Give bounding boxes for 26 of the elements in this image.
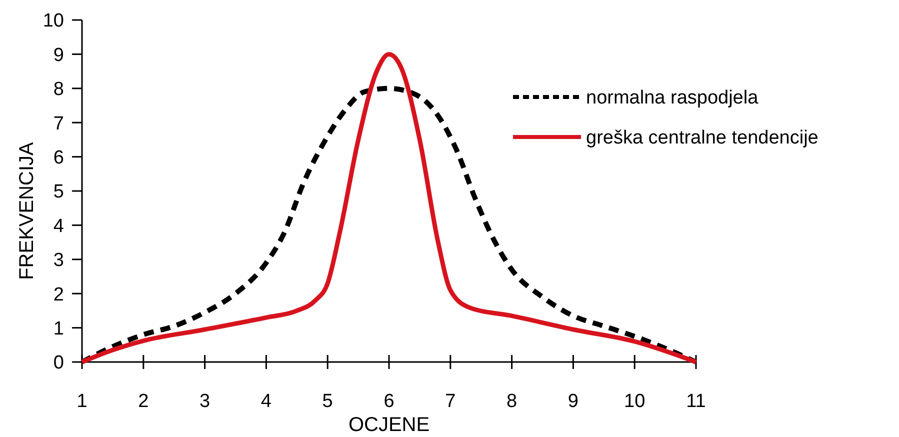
y-tick-label: 3 — [53, 250, 64, 272]
y-axis-title: FREKVENCIJA — [16, 141, 38, 280]
y-tick-label: 2 — [53, 284, 64, 306]
y-tick-label: 1 — [53, 318, 64, 340]
legend-label: normalna raspodjela — [586, 88, 759, 109]
y-tick-label: 8 — [53, 79, 64, 100]
y-tick-label: 0 — [53, 352, 64, 374]
x-tick-label: 2 — [138, 391, 149, 412]
y-tick-label: 5 — [53, 182, 64, 203]
x-tick-label: 8 — [506, 391, 518, 412]
y-tick-label: 6 — [53, 147, 64, 168]
x-tick-label: 3 — [200, 391, 210, 412]
x-tick-label: 5 — [322, 391, 333, 412]
x-tick-label: 11 — [686, 391, 706, 412]
x-tick-label: 7 — [445, 391, 456, 412]
y-tick-label: 9 — [53, 44, 64, 66]
y-tick-label: 10 — [42, 10, 64, 32]
x-tick-label: 6 — [384, 391, 394, 412]
x-tick-label: 10 — [624, 391, 646, 412]
y-tick-label: 7 — [53, 113, 64, 134]
x-axis-title: OCJENE — [348, 414, 430, 436]
x-tick-label: 4 — [260, 391, 272, 412]
x-tick-label: 9 — [568, 391, 578, 412]
y-tick-label: 4 — [53, 216, 64, 237]
x-tick-label: 1 — [76, 391, 88, 412]
legend-label: greška centralne tendencije — [586, 128, 818, 149]
